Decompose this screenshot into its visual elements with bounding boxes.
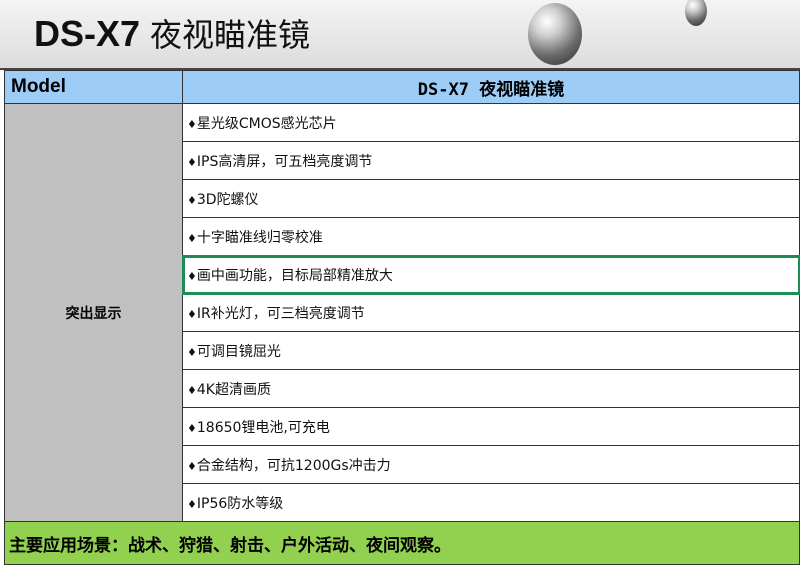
- bullet-icon: ♦: [187, 269, 197, 283]
- feature-row: ♦IP56防水等级: [5, 483, 800, 522]
- bullet-icon: ♦: [187, 307, 197, 321]
- feature-text: 4K超清画质: [196, 381, 271, 398]
- feature-text: 18650锂电池,可充电: [196, 419, 330, 436]
- feature-row: ♦画中画功能，目标局部精准放大: [5, 254, 800, 295]
- bullet-icon: ♦: [187, 231, 197, 245]
- feature-cell[interactable]: ♦3D陀螺仪: [182, 179, 800, 218]
- feature-cell[interactable]: ♦可调目镜屈光: [182, 331, 800, 370]
- feature-text: 十字瞄准线归零校准: [196, 229, 323, 246]
- feature-row: ♦3D陀螺仪: [5, 179, 800, 218]
- bullet-icon: ♦: [187, 421, 197, 435]
- feature-text: IR补光灯，可三档亮度调节: [196, 305, 365, 322]
- feature-cell[interactable]: ♦画中画功能，目标局部精准放大: [181, 254, 800, 295]
- feature-text: IPS高清屏，可五档亮度调节: [196, 153, 373, 170]
- application-scenarios-cell[interactable]: 主要应用场景：战术、狩猎、射击、户外活动、夜间观察。: [4, 521, 800, 565]
- globe-decoration: [685, 0, 707, 26]
- feature-text: 画中画功能，目标局部精准放大: [196, 267, 393, 284]
- feature-cell[interactable]: ♦4K超清画质: [182, 369, 800, 408]
- feature-cell[interactable]: ♦IR补光灯，可三档亮度调节: [182, 293, 800, 332]
- feature-row: 突出显示 ♦星光级CMOS感光芯片: [4, 103, 800, 522]
- feature-text: 合金结构，可抗1200Gs冲击力: [196, 457, 391, 474]
- feature-row: ♦合金结构，可抗1200Gs冲击力: [5, 445, 800, 484]
- feature-text: 星光级CMOS感光芯片: [196, 115, 337, 132]
- header-product-cell[interactable]: DS-X7 夜视瞄准镜: [182, 70, 800, 104]
- bullet-icon: ♦: [187, 383, 197, 397]
- section-label-cell[interactable]: 突出显示: [4, 103, 183, 522]
- banner-title-cn: 夜视瞄准镜: [150, 16, 311, 54]
- feature-cell[interactable]: ♦十字瞄准线归零校准: [182, 217, 800, 256]
- bullet-icon: ♦: [187, 117, 197, 131]
- header-model-cell[interactable]: Model: [4, 70, 183, 104]
- footer-row: 主要应用场景：战术、狩猎、射击、户外活动、夜间观察。: [4, 521, 800, 565]
- bullet-icon: ♦: [187, 193, 197, 207]
- bullet-icon: ♦: [187, 155, 197, 169]
- feature-cell[interactable]: ♦合金结构，可抗1200Gs冲击力: [182, 445, 800, 484]
- banner: DS-X7 夜视瞄准镜: [0, 0, 800, 70]
- banner-title: DS-X7 夜视瞄准镜: [34, 10, 310, 56]
- bullet-icon: ♦: [187, 459, 197, 473]
- feature-row: ♦IPS高清屏，可五档亮度调节: [5, 141, 800, 180]
- globe-decoration: [528, 3, 582, 65]
- feature-text: 3D陀螺仪: [196, 191, 259, 208]
- feature-text: 可调目镜屈光: [196, 343, 281, 360]
- header-row: Model DS-X7 夜视瞄准镜: [4, 70, 800, 104]
- feature-cell[interactable]: ♦18650锂电池,可充电: [182, 407, 800, 446]
- feature-cell[interactable]: ♦星光级CMOS感光芯片: [182, 103, 800, 142]
- feature-cell[interactable]: ♦IP56防水等级: [182, 483, 800, 522]
- spec-table: Model DS-X7 夜视瞄准镜 突出显示 ♦星光级CMOS感光芯片 ♦IPS高清…: [4, 70, 800, 565]
- banner-model: DS-X7: [34, 13, 141, 54]
- feature-text: IP56防水等级: [196, 495, 284, 512]
- bullet-icon: ♦: [187, 345, 197, 359]
- feature-cell[interactable]: ♦IPS高清屏，可五档亮度调节: [182, 141, 800, 180]
- feature-row: ♦18650锂电池,可充电: [5, 407, 800, 446]
- bullet-icon: ♦: [187, 497, 197, 511]
